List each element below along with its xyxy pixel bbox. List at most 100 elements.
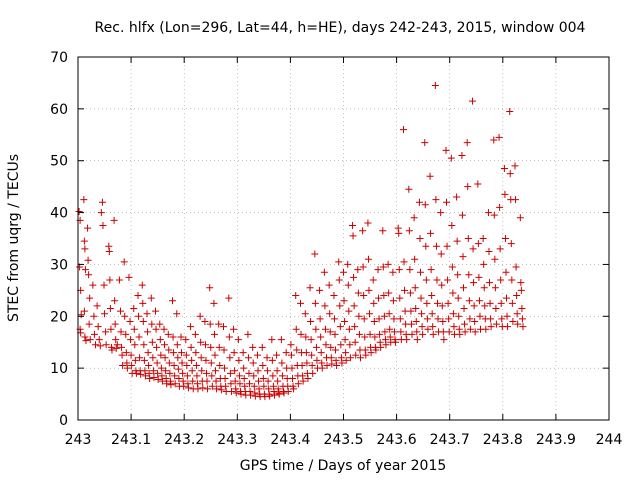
- data-point: [517, 279, 525, 287]
- data-point: [349, 232, 357, 240]
- data-point: [402, 330, 410, 338]
- data-point: [480, 284, 488, 292]
- data-point: [148, 320, 156, 328]
- data-point: [443, 242, 451, 250]
- data-point: [370, 317, 378, 325]
- data-point: [171, 380, 179, 388]
- data-point: [251, 392, 259, 400]
- data-point: [307, 317, 315, 325]
- data-point: [484, 209, 492, 217]
- data-point: [486, 299, 494, 307]
- data-point: [275, 390, 283, 398]
- data-point: [482, 325, 490, 333]
- data-point: [401, 286, 409, 294]
- data-point: [308, 351, 316, 359]
- x-tick-label: 243.9: [536, 432, 576, 448]
- data-point: [490, 211, 498, 219]
- data-point: [102, 328, 110, 336]
- data-point: [292, 325, 300, 333]
- data-point: [337, 341, 345, 349]
- data-point: [377, 343, 385, 351]
- data-point: [426, 172, 434, 180]
- data-point: [174, 365, 182, 373]
- data-point: [231, 377, 239, 385]
- data-point: [413, 336, 421, 344]
- data-point: [80, 196, 88, 204]
- y-tick-label: 70: [50, 50, 68, 66]
- data-point: [303, 359, 311, 367]
- data-point: [431, 82, 439, 90]
- data-point: [139, 299, 147, 307]
- data-point: [433, 276, 441, 284]
- data-point: [500, 164, 508, 172]
- data-point: [208, 372, 216, 380]
- data-point: [423, 299, 431, 307]
- data-point: [449, 289, 457, 297]
- data-point: [93, 302, 101, 310]
- data-point: [227, 380, 235, 388]
- data-point: [394, 224, 402, 232]
- data-point: [340, 268, 347, 276]
- data-point: [396, 315, 404, 323]
- data-point: [118, 343, 126, 351]
- data-point: [296, 299, 304, 307]
- data-point: [466, 325, 474, 333]
- data-point: [496, 245, 504, 253]
- data-point: [127, 336, 135, 344]
- x-axis-label: GPS time / Days of year 2015: [240, 458, 447, 474]
- axis-ticks: 243 243.1 243.2 243.3 243.4 243.5 243.6 243.7 24…: [50, 50, 622, 448]
- data-point: [274, 385, 282, 393]
- data-point: [136, 354, 144, 362]
- data-point: [480, 260, 488, 268]
- data-point: [335, 258, 343, 266]
- data-point: [173, 310, 181, 318]
- data-point: [415, 198, 423, 206]
- data-point: [445, 315, 453, 323]
- data-point: [240, 375, 248, 383]
- data-point: [264, 367, 272, 375]
- data-point: [332, 346, 340, 354]
- data-point: [253, 351, 261, 359]
- data-point: [509, 317, 517, 325]
- data-point: [156, 320, 164, 328]
- data-point: [101, 310, 109, 318]
- x-tick-label: 243.3: [217, 432, 257, 448]
- data-point: [501, 235, 509, 242]
- data-point: [350, 273, 358, 281]
- data-point: [237, 390, 245, 398]
- data-point: [342, 356, 350, 364]
- x-tick-label: 243.6: [377, 432, 417, 448]
- data-point: [464, 183, 472, 191]
- data-point: [464, 235, 472, 242]
- data-point: [105, 242, 113, 250]
- data-point: [197, 338, 205, 346]
- data-point: [212, 377, 220, 385]
- data-point: [332, 356, 340, 364]
- data-point: [402, 320, 410, 328]
- data-point: [366, 310, 374, 318]
- data-point: [277, 336, 285, 344]
- data-point: [466, 315, 474, 323]
- data-point: [246, 380, 254, 388]
- data-point: [165, 346, 173, 354]
- data-point: [361, 346, 369, 354]
- data-point: [162, 367, 170, 375]
- data-point: [352, 351, 360, 359]
- data-point: [345, 307, 353, 315]
- data-point: [432, 242, 440, 250]
- data-point: [106, 305, 114, 313]
- y-axis-label: STEC from uqrg / TECUs: [6, 154, 22, 322]
- data-point: [416, 235, 424, 242]
- data-point: [130, 325, 138, 333]
- data-point: [111, 320, 119, 328]
- data-point: [427, 229, 435, 237]
- data-point: [453, 193, 461, 201]
- data-point: [325, 281, 333, 289]
- data-point: [166, 369, 174, 377]
- data-point: [215, 320, 223, 328]
- data-point: [278, 372, 286, 380]
- data-point: [351, 338, 359, 346]
- data-point: [232, 389, 240, 397]
- data-point: [417, 294, 425, 302]
- data-point: [453, 237, 461, 245]
